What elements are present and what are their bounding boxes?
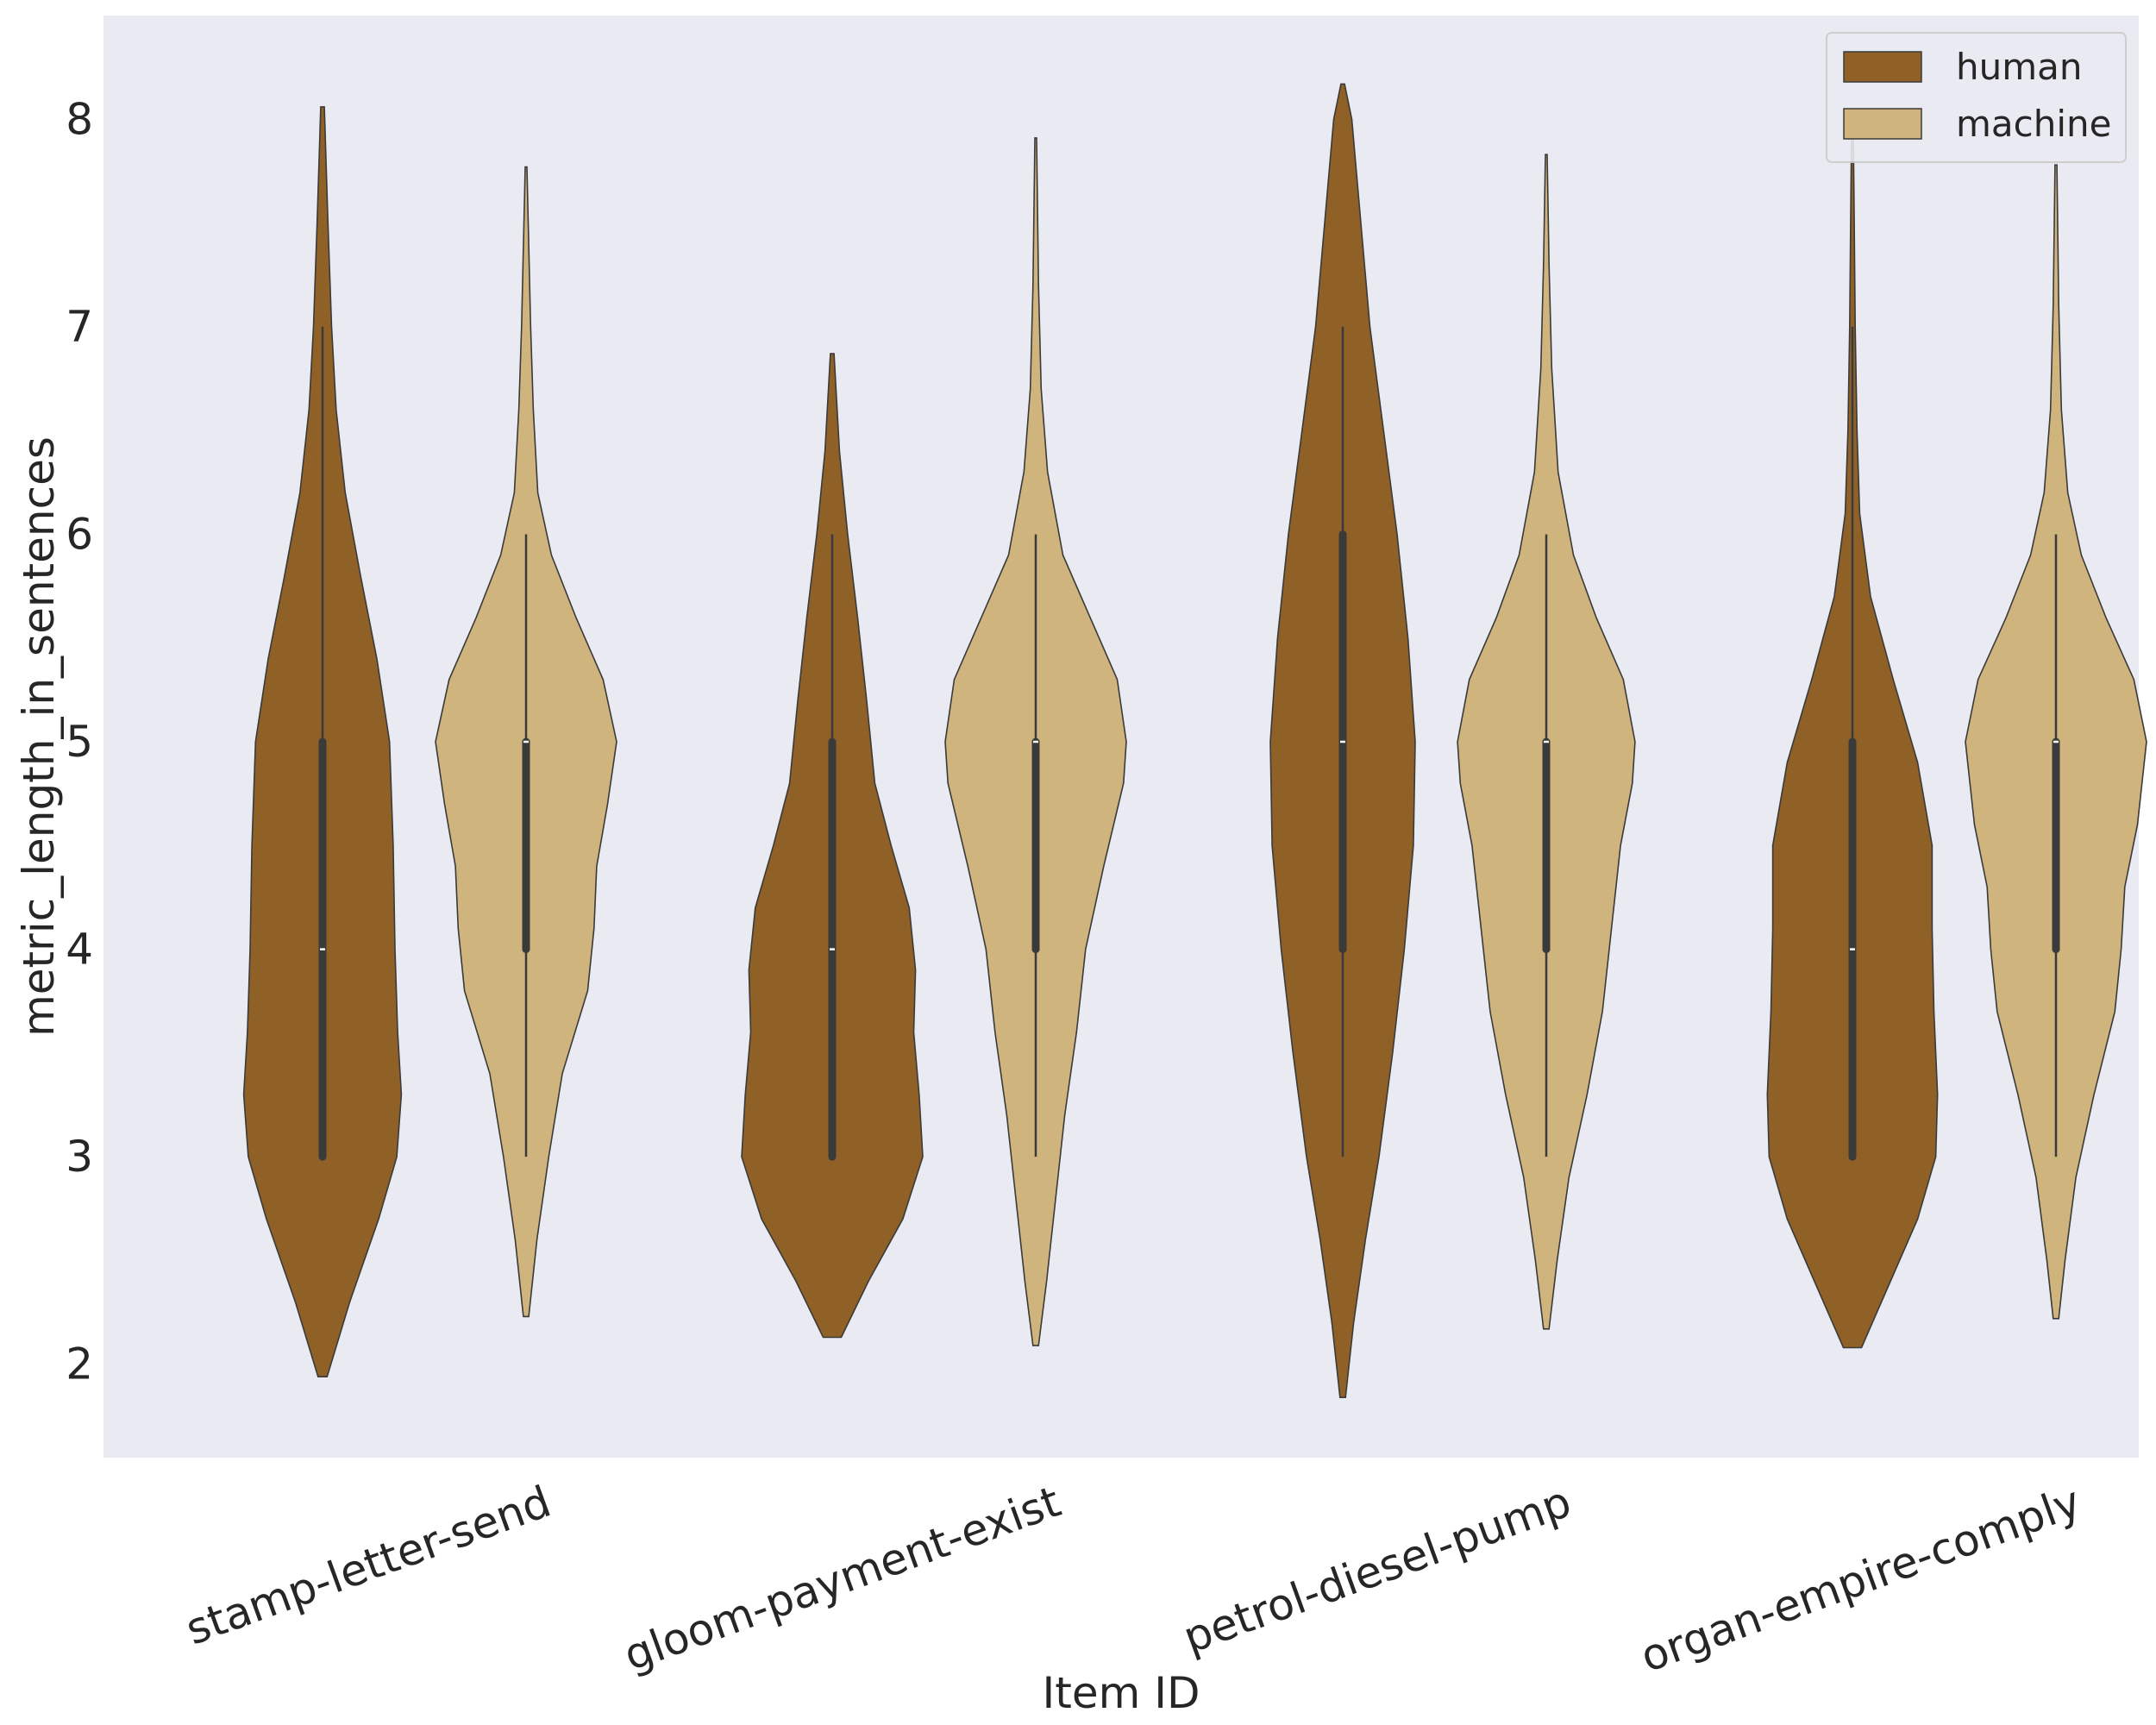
- violin-human-2: [1269, 83, 1416, 1398]
- violin-machine-2: [1457, 154, 1636, 1330]
- y-tick-label: 4: [66, 925, 93, 975]
- violin-human-1: [741, 353, 924, 1339]
- y-tick-label: 8: [66, 94, 93, 144]
- legend-swatch-human: [1843, 51, 1922, 83]
- y-tick-label: 7: [66, 302, 93, 352]
- legend: human machine: [1826, 32, 2127, 163]
- legend-label-human: human: [1956, 46, 2083, 88]
- violin-layer: [242, 83, 2147, 1398]
- y-tick-label: 6: [66, 509, 93, 559]
- y-axis-label: metric_length_in_sentences: [14, 436, 64, 1037]
- x-axis-ticks: stamp-letter-send gloom-payment-exist petr…: [179, 1477, 2087, 1682]
- legend-label-machine: machine: [1956, 103, 2112, 145]
- x-tick-label: organ-empire-comply: [1634, 1477, 2087, 1682]
- legend-swatch-machine: [1843, 108, 1922, 140]
- violin-human-0: [242, 106, 403, 1377]
- violin-machine-1: [944, 137, 1127, 1346]
- violin-machine-3: [1965, 164, 2147, 1320]
- x-tick-label: stamp-letter-send: [179, 1477, 557, 1655]
- x-tick-label: gloom-payment-exist: [617, 1477, 1067, 1681]
- violin-machine-0: [435, 166, 617, 1318]
- y-axis-ticks: 2 3 4 5 6 7 8: [66, 94, 93, 1389]
- x-axis-label: Item ID: [1043, 1668, 1200, 1718]
- x-tick-label: petrol-diesel-pump: [1177, 1477, 1577, 1663]
- y-tick-label: 3: [66, 1132, 93, 1182]
- y-tick-label: 2: [66, 1339, 93, 1389]
- y-tick-label: 5: [66, 717, 93, 767]
